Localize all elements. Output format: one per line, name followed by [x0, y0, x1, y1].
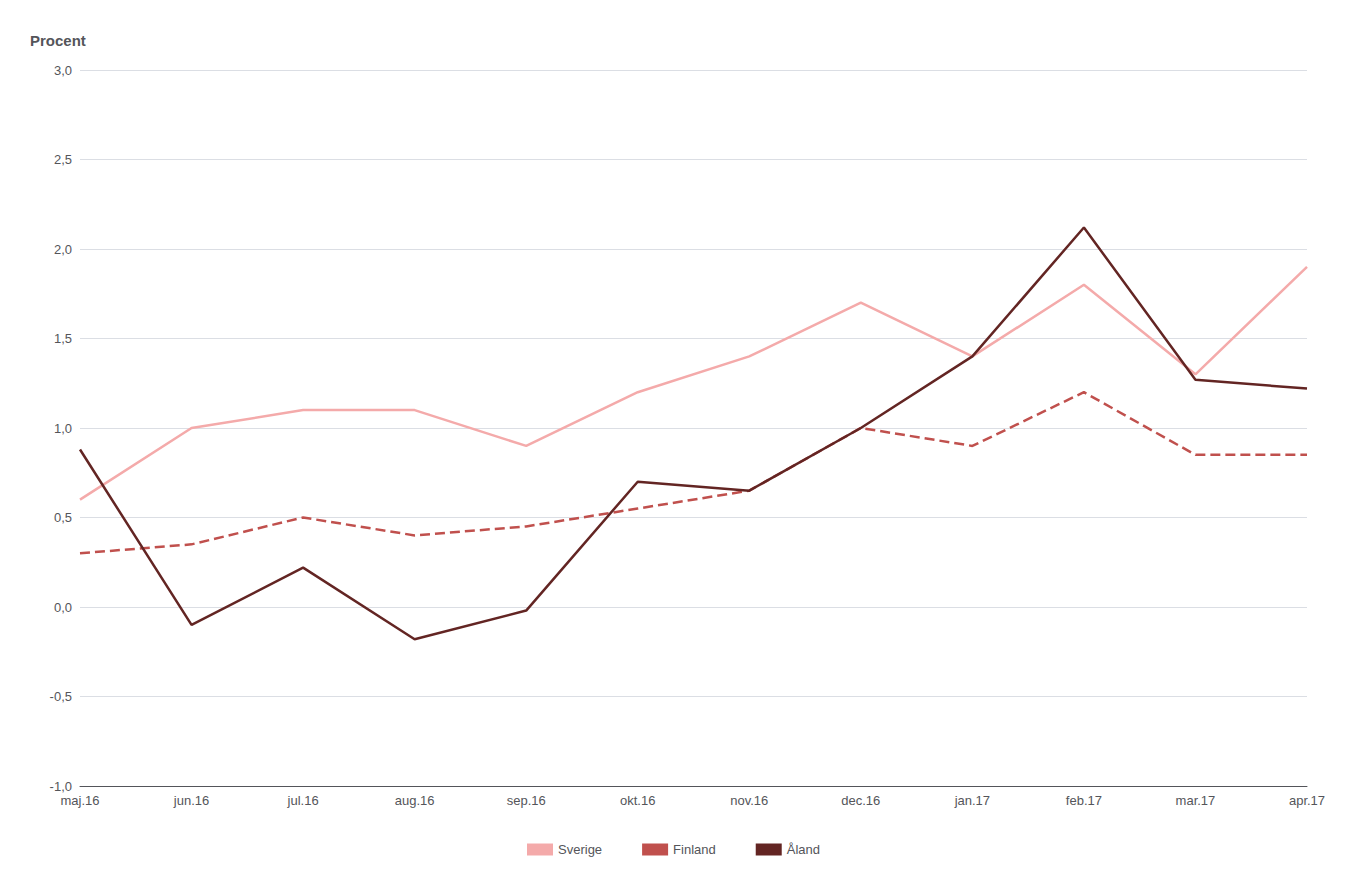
svg-text:0,5: 0,5 [54, 510, 72, 525]
svg-text:1,0: 1,0 [54, 421, 72, 436]
svg-text:dec.16: dec.16 [841, 793, 880, 808]
svg-text:okt.16: okt.16 [620, 793, 655, 808]
svg-text:feb.17: feb.17 [1066, 793, 1102, 808]
svg-text:Procent: Procent [30, 32, 86, 49]
svg-text:nov.16: nov.16 [730, 793, 768, 808]
svg-text:2,0: 2,0 [54, 242, 72, 257]
svg-text:-0,5: -0,5 [50, 689, 72, 704]
svg-text:0,0: 0,0 [54, 600, 72, 615]
svg-text:jul.16: jul.16 [287, 793, 319, 808]
svg-text:jan.17: jan.17 [954, 793, 990, 808]
svg-text:apr.17: apr.17 [1289, 793, 1325, 808]
svg-text:3,0: 3,0 [54, 63, 72, 78]
svg-text:2,5: 2,5 [54, 152, 72, 167]
svg-text:sep.16: sep.16 [507, 793, 546, 808]
svg-text:jun.16: jun.16 [173, 793, 209, 808]
svg-text:-1,0: -1,0 [50, 779, 72, 794]
svg-text:Åland: Åland [787, 842, 820, 857]
svg-text:Sverige: Sverige [558, 842, 602, 857]
svg-text:mar.17: mar.17 [1176, 793, 1216, 808]
svg-text:Finland: Finland [673, 842, 716, 857]
svg-text:aug.16: aug.16 [395, 793, 435, 808]
svg-text:maj.16: maj.16 [60, 793, 99, 808]
svg-text:1,5: 1,5 [54, 331, 72, 346]
